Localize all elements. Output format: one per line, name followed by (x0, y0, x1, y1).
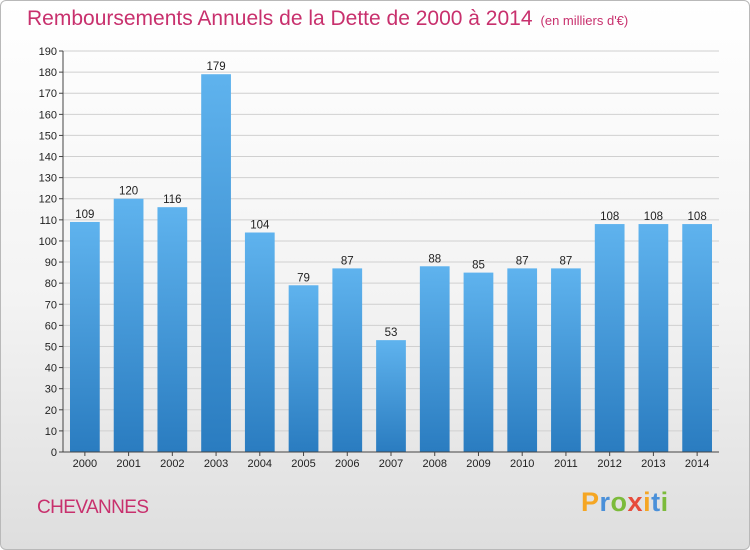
bar-value-label: 109 (75, 209, 94, 221)
y-tick-label: 20 (45, 405, 57, 417)
x-tick-label: 2005 (291, 458, 315, 470)
bar-2000 (69, 221, 100, 452)
bar-2014 (682, 224, 713, 452)
labels: 0 10 20 30 40 50 60 70 80 90 100 110 120 130 140 150 160… (39, 46, 710, 470)
x-tick-label: 2012 (597, 458, 621, 470)
x-tick-label: 2013 (641, 458, 665, 470)
y-tick-label: 60 (45, 320, 57, 332)
bar-2007 (376, 340, 406, 452)
y-tick-label: 190 (39, 46, 57, 58)
bar-value-label: 179 (206, 61, 225, 73)
x-tick-label: 2008 (422, 458, 446, 470)
logo-letter: P (581, 487, 600, 517)
bar-value-label: 120 (119, 186, 138, 198)
bar-2012 (594, 224, 625, 452)
logo-letter: i (660, 487, 669, 517)
bar-value-label: 88 (428, 253, 441, 265)
bar-value-label: 87 (560, 255, 573, 267)
logo-letter: r (599, 487, 611, 517)
commune-name: CHEVANNES (37, 497, 149, 518)
logo-letter: i (643, 487, 652, 517)
logo-letter: o (610, 487, 628, 517)
bar-2013 (638, 224, 669, 452)
axes (59, 50, 719, 456)
bar-value-label: 116 (163, 194, 181, 206)
chart-subtitle: (en milliers d'€) (540, 13, 629, 28)
bar-2008 (419, 266, 450, 452)
bar-value-label: 108 (644, 211, 663, 223)
y-tick-label: 140 (39, 152, 57, 164)
bar-2003 (201, 74, 231, 452)
logo-letter: t (651, 487, 661, 517)
bar-value-label: 85 (472, 260, 485, 272)
bar-2010 (507, 268, 538, 452)
chart-title: Remboursements Annuels de la Dette de 20… (27, 7, 628, 31)
y-tick-label: 180 (39, 67, 57, 79)
bar-2011 (551, 268, 581, 452)
bar-value-label: 87 (341, 255, 354, 267)
x-tick-label: 2011 (554, 458, 578, 470)
bar-2005 (288, 285, 319, 452)
y-tick-label: 100 (39, 236, 57, 248)
y-tick-label: 110 (39, 215, 57, 227)
bar-value-label: 79 (297, 272, 310, 284)
y-tick-label: 170 (39, 88, 57, 100)
bar-2009 (463, 272, 494, 452)
y-tick-label: 120 (39, 194, 57, 206)
x-tick-label: 2003 (204, 458, 228, 470)
bar-value-label: 108 (688, 211, 707, 223)
y-tick-label: 40 (45, 363, 57, 375)
bar-2004 (244, 232, 275, 452)
x-tick-label: 2004 (248, 458, 272, 470)
y-tick-label: 70 (45, 299, 57, 311)
y-tick-label: 160 (39, 109, 57, 121)
logo-letter: x (627, 487, 644, 517)
bar-2001 (113, 198, 144, 452)
y-tick-label: 50 (45, 341, 57, 353)
chart-title-text: Remboursements Annuels de la Dette de 20… (27, 7, 533, 30)
y-tick-label: 80 (45, 278, 57, 290)
bar-value-label: 87 (516, 255, 529, 267)
y-tick-label: 30 (45, 384, 57, 396)
x-tick-label: 2009 (466, 458, 490, 470)
bar-2002 (157, 207, 188, 452)
x-tick-label: 2000 (73, 458, 97, 470)
y-tick-label: 150 (39, 130, 57, 142)
bars (69, 74, 713, 452)
x-tick-label: 2010 (510, 458, 534, 470)
x-tick-label: 2006 (335, 458, 359, 470)
x-tick-label: 2001 (116, 458, 140, 470)
bar-value-label: 108 (600, 211, 619, 223)
bar-2006 (332, 268, 363, 452)
y-tick-label: 90 (45, 257, 57, 269)
y-tick-label: 130 (39, 173, 57, 185)
proxiti-logo: Proxiti (581, 487, 669, 518)
bar-value-label: 53 (385, 327, 398, 339)
y-tick-label: 10 (45, 426, 57, 438)
bar-value-label: 104 (250, 220, 270, 232)
x-tick-label: 2007 (379, 458, 403, 470)
x-tick-label: 2002 (160, 458, 184, 470)
y-tick-label: 0 (51, 447, 57, 459)
x-tick-label: 2014 (685, 458, 709, 470)
